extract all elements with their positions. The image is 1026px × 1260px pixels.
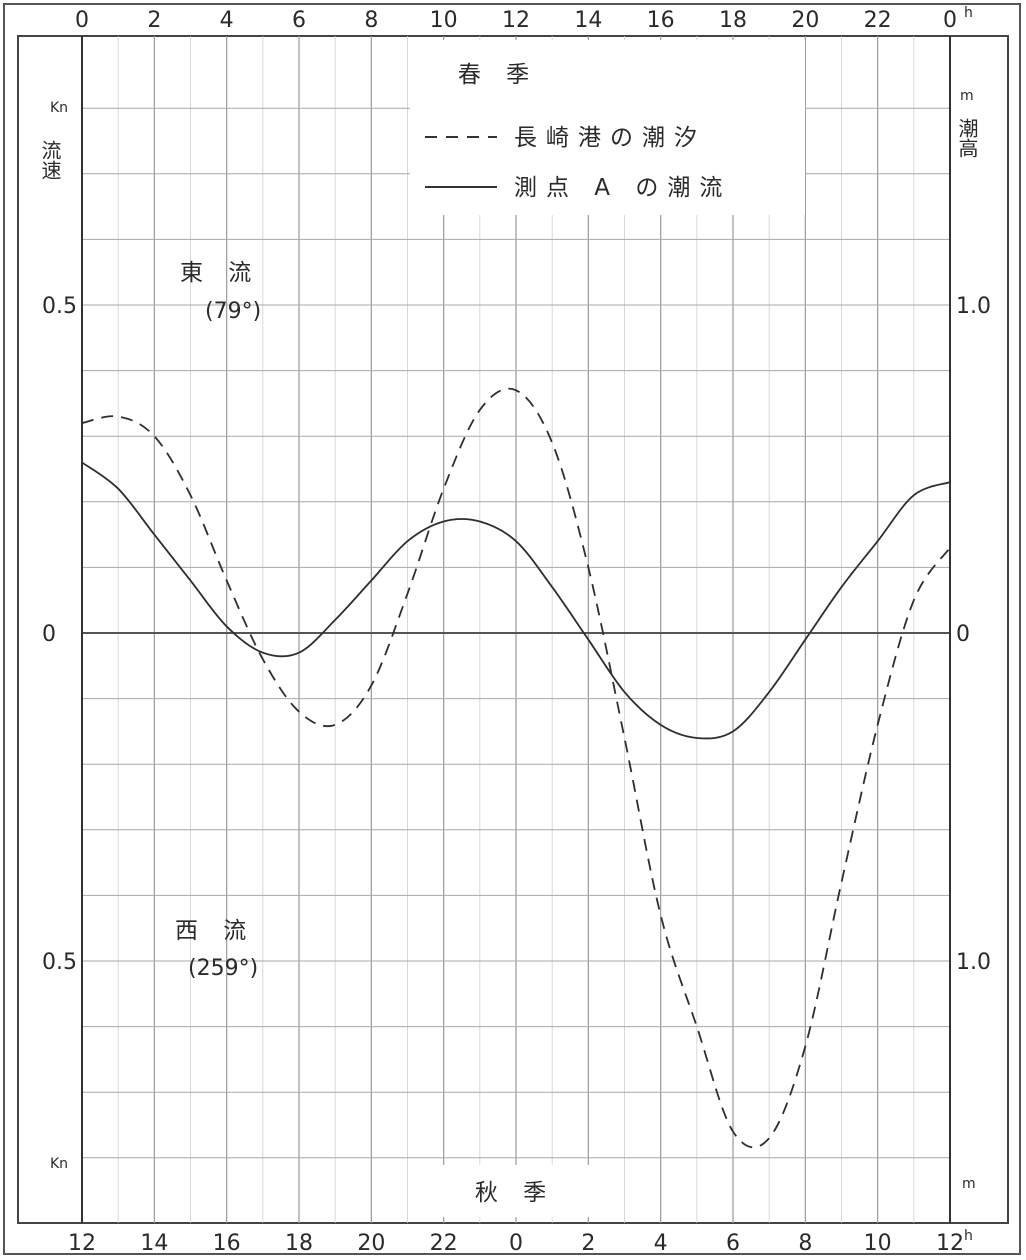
right-axis-label: 潮高	[955, 118, 979, 158]
x-bottom-tick-label: 10	[864, 1231, 892, 1256]
right-unit-bottom: m	[962, 1176, 976, 1192]
x-bottom-tick-label: 0	[509, 1231, 523, 1256]
x-bottom-tick-unit: h	[964, 1228, 973, 1244]
grid	[82, 36, 950, 1223]
x-bottom-tick-label: 4	[654, 1231, 668, 1256]
bottom-title-panel	[435, 1165, 595, 1217]
series-line-tide	[81, 387, 951, 1149]
series-line-current	[81, 461, 951, 740]
left-axis-tick-label: 0.5	[42, 294, 77, 319]
east-flow-label: 東 流	[180, 260, 260, 286]
x-bottom-tick-label: 2	[581, 1231, 595, 1256]
x-top-tick-label: 16	[647, 8, 675, 33]
legend-label-current: 測点 A の潮流	[514, 175, 731, 201]
x-top-tick-label: 6	[292, 8, 306, 33]
legend-panel	[410, 40, 805, 215]
x-top-tick-label: 22	[864, 8, 892, 33]
series-group	[81, 387, 951, 1149]
legend-label-tide: 長崎港の潮汐	[514, 125, 706, 151]
x-bottom-tick-label: 6	[726, 1231, 740, 1256]
x-bottom-tick-label: 18	[285, 1231, 313, 1256]
title-top: 春 季	[458, 62, 538, 88]
x-top-tick-label: 4	[220, 8, 234, 33]
x-bottom-tick-label: 14	[140, 1231, 168, 1256]
left-unit-top: Kn	[50, 100, 68, 116]
x-bottom-tick-label: 20	[357, 1231, 385, 1256]
right-axis-tick-label: 1.0	[956, 950, 991, 975]
x-top-tick-label: 10	[430, 8, 458, 33]
right-unit-top: m	[960, 88, 974, 104]
left-unit-bottom: Kn	[50, 1156, 68, 1172]
left-axis-tick-label: 0.5	[42, 950, 77, 975]
x-bottom-tick-label: 22	[430, 1231, 458, 1256]
x-bottom-tick-label: 12	[68, 1231, 96, 1256]
title-bottom: 秋 季	[475, 1180, 555, 1206]
right-axis-tick-label: 1.0	[956, 294, 991, 319]
x-top-tick-label: 0	[75, 8, 89, 33]
west-flow-degree: (259°)	[188, 956, 258, 981]
x-bottom-tick-label: 16	[213, 1231, 241, 1256]
east-flow-degree: (79°)	[205, 299, 261, 324]
x-top-tick-label: 8	[364, 8, 378, 33]
x-bottom-tick-label: 12	[936, 1231, 964, 1256]
west-flow-label: 西 流	[175, 918, 255, 944]
right-axis-tick-label: 0	[956, 622, 970, 647]
x-top-tick-label: 12	[502, 8, 530, 33]
outer-frame	[3, 3, 1021, 1255]
x-top-tick-label: 0	[943, 8, 957, 33]
x-top-tick-label: 18	[719, 8, 747, 33]
x-top-tick-unit: h	[964, 5, 973, 21]
left-axis-label: 流速	[38, 140, 62, 180]
x-top-tick-label: 14	[574, 8, 602, 33]
x-bottom-tick-label: 8	[798, 1231, 812, 1256]
inner-frame	[17, 35, 1009, 1224]
left-axis-tick-label: 0	[42, 622, 56, 647]
x-top-tick-label: 2	[147, 8, 161, 33]
x-top-tick-label: 20	[791, 8, 819, 33]
tick-labels: 0 2 4 6 8 10 12 14 16 18 20 22 0 h12 14 16 18 20 22 0 2 4 6 8 10…	[42, 5, 991, 1256]
